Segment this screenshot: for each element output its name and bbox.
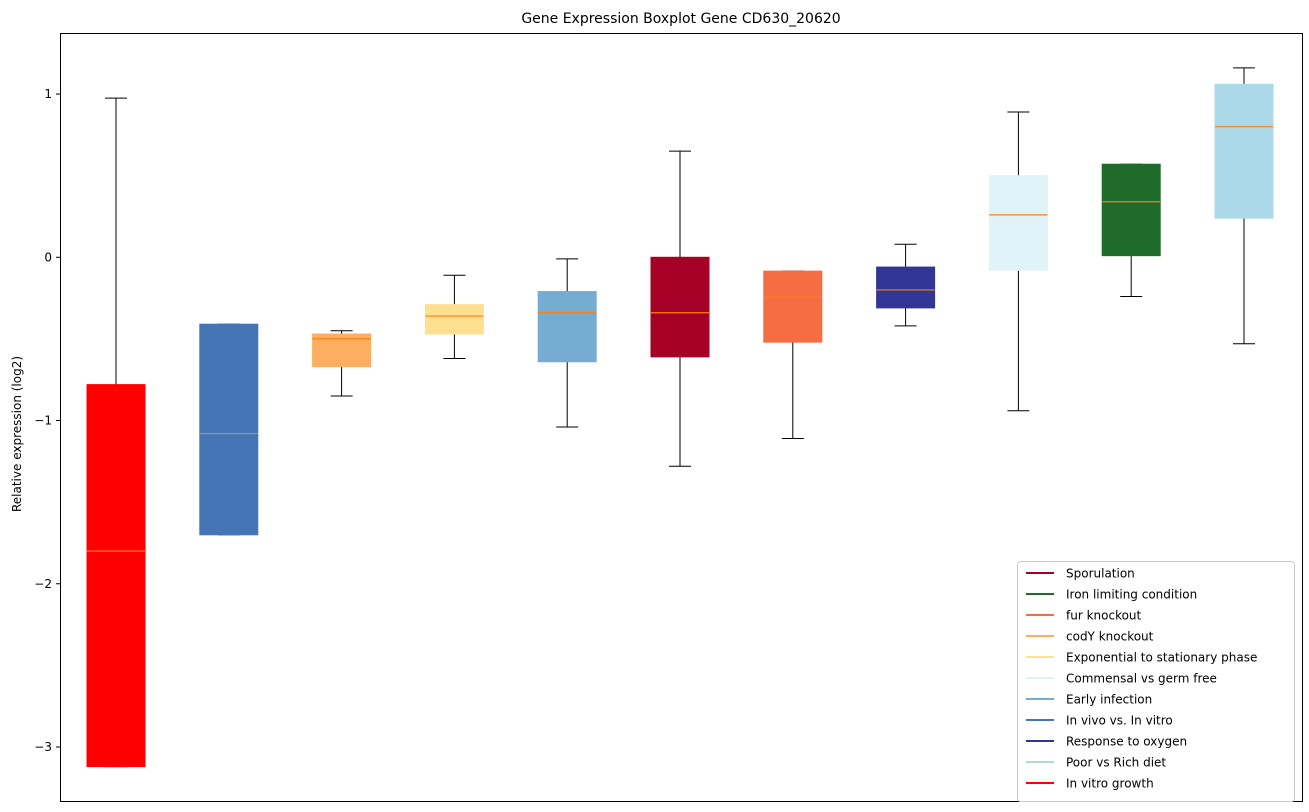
legend-frame: [1017, 561, 1295, 802]
box-body: [424, 304, 484, 335]
y-tick-label: 1: [44, 87, 52, 101]
box-9: [1101, 163, 1161, 297]
legend-label: Iron limiting condition: [1066, 588, 1197, 602]
box-7: [876, 243, 936, 327]
box-body: [537, 291, 597, 363]
legend-label: Exponential to stationary phase: [1066, 651, 1257, 665]
legend-label: Commensal vs germ free: [1066, 672, 1217, 686]
box-body: [1101, 163, 1161, 257]
box-body: [86, 384, 146, 768]
box-2: [312, 330, 372, 397]
box-body: [876, 266, 936, 309]
y-tick-label: −1: [34, 414, 52, 428]
boxes-group: [86, 67, 1274, 768]
legend-label: Poor vs Rich diet: [1066, 756, 1166, 770]
legend-label: codY knockout: [1066, 630, 1154, 644]
y-tick-label: 0: [44, 250, 52, 264]
box-body: [763, 270, 823, 343]
box-body: [988, 175, 1048, 271]
box-0: [86, 97, 146, 768]
legend: Sporulation Iron limiting condition fur kn…: [1017, 561, 1295, 802]
box-5: [650, 150, 710, 467]
legend-label: Early infection: [1066, 693, 1152, 707]
box-6: [763, 270, 823, 439]
box-10: [1214, 67, 1274, 345]
box-1: [199, 323, 259, 536]
box-body: [199, 323, 259, 536]
legend-label: In vivo vs. In vitro: [1066, 714, 1173, 728]
y-tick-label: −3: [34, 740, 52, 754]
box-body: [1214, 83, 1274, 219]
box-4: [537, 258, 597, 428]
plot-frame: [60, 33, 1303, 802]
legend-label: Response to oxygen: [1066, 735, 1187, 749]
y-tick-label: −2: [34, 577, 52, 591]
legend-label: Sporulation: [1066, 567, 1135, 581]
box-body: [650, 256, 710, 358]
legend-label: In vitro growth: [1066, 777, 1154, 791]
y-axis-label: Relative expression (log2): [10, 356, 24, 512]
box-3: [424, 274, 484, 359]
chart-title: Gene Expression Boxplot Gene CD630_20620: [521, 11, 840, 27]
y-axis-ticks: 1 0 −1 −2 −3: [34, 87, 60, 754]
legend-label: fur knockout: [1066, 609, 1142, 623]
box-8: [988, 111, 1048, 412]
